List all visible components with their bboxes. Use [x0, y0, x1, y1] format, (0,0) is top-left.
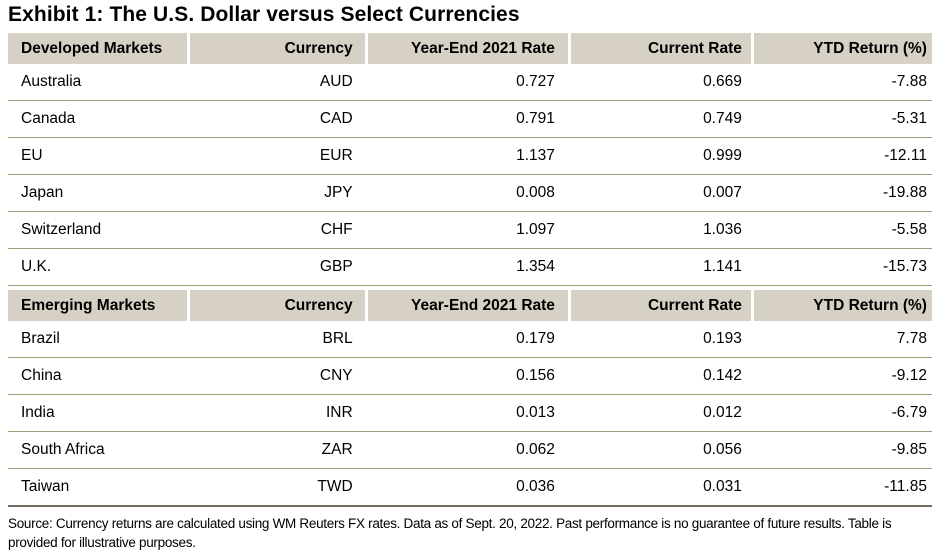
current-rate-cell: 1.141 — [703, 258, 742, 275]
currency-cell: AUD — [319, 73, 353, 90]
table-row: China CNY 0.156 0.142 -9.12 — [8, 358, 932, 395]
table-row: U.K. GBP 1.354 1.141 -15.73 — [8, 249, 932, 286]
ytd-return-cell: -12.11 — [884, 147, 927, 164]
current-rate-cell: 0.749 — [703, 110, 742, 127]
yearend-rate-cell: 0.036 — [516, 478, 555, 495]
currency-cell: EUR — [319, 147, 353, 164]
current-rate-cell: 0.142 — [703, 367, 742, 384]
currency-cell: INR — [325, 404, 353, 421]
currency-cell: TWD — [317, 478, 353, 495]
table-row: Switzerland CHF 1.097 1.036 -5.58 — [8, 212, 932, 249]
currency-cell: GBP — [319, 258, 353, 275]
yearend-rate-cell: 1.097 — [516, 221, 555, 238]
ytd-return-cell: -15.73 — [883, 258, 927, 275]
market-cell: Japan — [21, 184, 64, 201]
current-rate-cell: 1.036 — [703, 221, 742, 238]
market-cell: Brazil — [21, 330, 60, 347]
column-header: Year-End 2021 Rate — [364, 33, 568, 64]
ytd-return-cell: -7.88 — [891, 73, 927, 90]
market-cell: EU — [21, 147, 43, 164]
column-header: Current Rate — [567, 33, 751, 64]
ytd-return-cell: -9.12 — [891, 367, 927, 384]
section-label: Emerging Markets — [8, 290, 188, 321]
section-header-row: Developed Markets Currency Year-End 2021 R… — [8, 33, 932, 64]
ytd-return-cell: -19.88 — [883, 184, 927, 201]
ytd-return-cell: -9.85 — [891, 441, 927, 458]
ytd-return-cell: 7.78 — [896, 330, 927, 347]
market-cell: U.K. — [21, 258, 52, 275]
yearend-rate-cell: 0.008 — [516, 184, 555, 201]
current-rate-cell: 0.999 — [703, 147, 742, 164]
currency-cell: CHF — [320, 221, 353, 238]
yearend-rate-cell: 0.179 — [516, 330, 555, 347]
column-header: Currency — [187, 290, 365, 321]
currency-cell: BRL — [322, 330, 353, 347]
ytd-return-cell: -5.58 — [891, 221, 927, 238]
market-cell: India — [21, 404, 55, 421]
currency-table: Developed Markets Currency Year-End 2021 R… — [8, 33, 932, 507]
currency-cell: CNY — [319, 367, 353, 384]
market-cell: Canada — [21, 110, 76, 127]
column-header: YTD Return (%) — [750, 33, 932, 64]
table-row: Australia AUD 0.727 0.669 -7.88 — [8, 64, 932, 101]
ytd-return-cell: -5.31 — [891, 110, 927, 127]
market-cell: China — [21, 367, 62, 384]
currency-cell: JPY — [324, 184, 353, 201]
yearend-rate-cell: 0.727 — [516, 73, 555, 90]
column-header: Currency — [187, 33, 365, 64]
source-note: Source: Currency returns are calculated … — [8, 516, 892, 550]
current-rate-cell: 0.669 — [703, 73, 742, 90]
yearend-rate-cell: 1.137 — [516, 147, 555, 164]
market-cell: Taiwan — [21, 478, 70, 495]
yearend-rate-cell: 0.791 — [516, 110, 555, 127]
market-cell: South Africa — [21, 441, 105, 458]
yearend-rate-cell: 0.062 — [516, 441, 555, 458]
currency-cell: CAD — [319, 110, 353, 127]
exhibit-title: Exhibit 1: The U.S. Dollar versus Select… — [8, 3, 520, 26]
table-row: India INR 0.013 0.012 -6.79 — [8, 395, 932, 432]
current-rate-cell: 0.007 — [703, 184, 742, 201]
current-rate-cell: 0.056 — [703, 441, 742, 458]
current-rate-cell: 0.031 — [703, 478, 742, 495]
column-header: Current Rate — [567, 290, 751, 321]
current-rate-cell: 0.012 — [703, 404, 742, 421]
table-row: South Africa ZAR 0.062 0.056 -9.85 — [8, 432, 932, 469]
current-rate-cell: 0.193 — [703, 330, 742, 347]
table-row: Canada CAD 0.791 0.749 -5.31 — [8, 101, 932, 138]
column-header: Year-End 2021 Rate — [364, 290, 568, 321]
ytd-return-cell: -6.79 — [891, 404, 927, 421]
yearend-rate-cell: 0.156 — [516, 367, 555, 384]
table-row: Brazil BRL 0.179 0.193 7.78 — [8, 321, 932, 358]
market-cell: Australia — [21, 73, 82, 90]
ytd-return-cell: -11.85 — [884, 478, 927, 495]
section-header-row: Emerging Markets Currency Year-End 2021 Ra… — [8, 290, 932, 321]
table-row: EU EUR 1.137 0.999 -12.11 — [8, 138, 932, 175]
currency-cell: ZAR — [321, 441, 353, 458]
yearend-rate-cell: 1.354 — [516, 258, 555, 275]
table-row: Taiwan TWD 0.036 0.031 -11.85 — [8, 469, 932, 507]
table-row: Japan JPY 0.008 0.007 -19.88 — [8, 175, 932, 212]
market-cell: Switzerland — [21, 221, 102, 238]
column-header: YTD Return (%) — [750, 290, 932, 321]
yearend-rate-cell: 0.013 — [516, 404, 555, 421]
section-label: Developed Markets — [8, 33, 188, 64]
